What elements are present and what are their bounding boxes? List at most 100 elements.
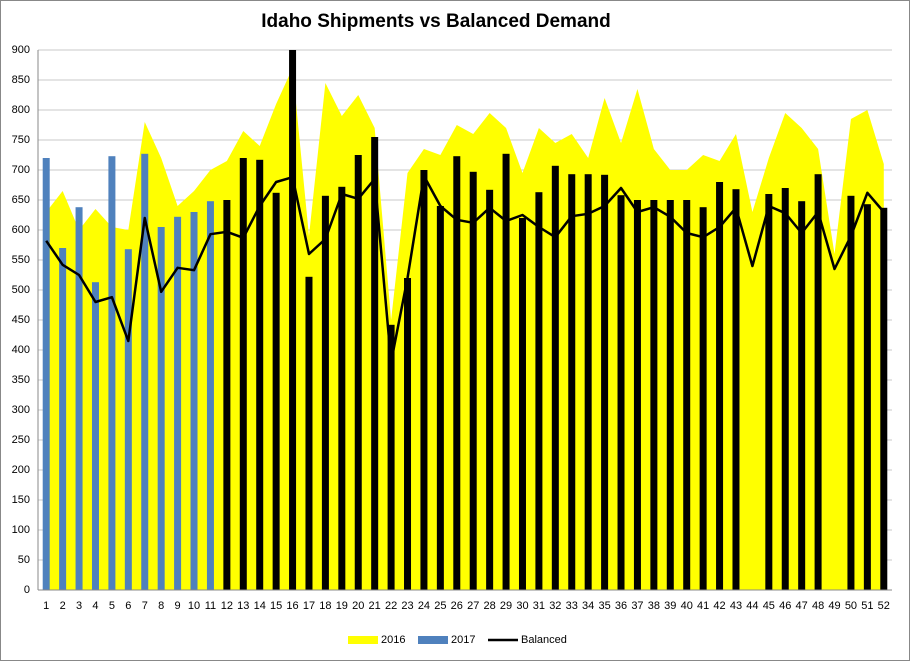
x-tick-label: 40 (681, 600, 693, 612)
bar (404, 278, 412, 590)
x-tick-label: 3 (76, 600, 82, 612)
bar (387, 324, 395, 590)
y-tick-label: 900 (12, 44, 30, 56)
y-tick-label: 400 (12, 344, 30, 356)
bar (518, 218, 526, 590)
bar (108, 156, 116, 590)
bar (42, 158, 50, 590)
legend-swatch (348, 636, 378, 644)
x-tick-label: 25 (434, 600, 446, 612)
x-tick-label: 30 (516, 600, 528, 612)
x-tick-label: 22 (385, 600, 397, 612)
bar (683, 200, 691, 590)
bar (239, 158, 247, 590)
y-tick-label: 200 (12, 464, 30, 476)
y-tick-label: 250 (12, 434, 30, 446)
bar (420, 170, 428, 590)
x-tick-label: 33 (566, 600, 578, 612)
bar (371, 137, 379, 590)
x-tick-label: 19 (336, 600, 348, 612)
x-tick-label: 24 (418, 600, 430, 612)
y-tick-label: 650 (12, 194, 30, 206)
x-tick-label: 34 (582, 600, 594, 612)
y-tick-label: 600 (12, 224, 30, 236)
y-tick-label: 150 (12, 494, 30, 506)
bar (174, 216, 182, 591)
x-tick-label: 43 (730, 600, 742, 612)
x-tick-label: 41 (697, 600, 709, 612)
x-tick-label: 37 (631, 600, 643, 612)
bar (75, 207, 83, 590)
bar (486, 189, 494, 591)
bar (863, 204, 871, 590)
x-tick-label: 42 (713, 600, 725, 612)
bar (453, 156, 461, 590)
x-tick-label: 35 (598, 600, 610, 612)
bar (880, 207, 888, 591)
bar (732, 189, 740, 590)
x-tick-label: 50 (845, 600, 857, 612)
y-tick-label: 450 (12, 314, 30, 326)
bar (765, 194, 773, 590)
x-tick-label: 16 (286, 600, 298, 612)
y-tick-label: 50 (18, 554, 30, 566)
x-tick-label: 49 (828, 600, 840, 612)
bar (124, 249, 132, 590)
bar (617, 195, 625, 590)
bar (354, 155, 362, 590)
x-tick-label: 9 (175, 600, 181, 612)
x-tick-label: 39 (664, 600, 676, 612)
bar (502, 153, 510, 591)
bar (91, 282, 99, 590)
x-tick-label: 26 (451, 600, 463, 612)
x-tick-label: 10 (188, 600, 200, 612)
bar (699, 207, 707, 590)
bar (141, 153, 149, 591)
x-tick-label: 5 (109, 600, 115, 612)
x-tick-label: 29 (500, 600, 512, 612)
bar (650, 200, 658, 590)
x-tick-label: 4 (92, 600, 98, 612)
bar (469, 171, 477, 591)
x-tick-label: 47 (796, 600, 808, 612)
x-tick-label: 52 (878, 600, 890, 612)
bar (206, 201, 214, 590)
bar (272, 192, 280, 591)
x-tick-label: 20 (352, 600, 364, 612)
bar (798, 201, 806, 590)
bar (321, 195, 329, 591)
area (46, 68, 884, 590)
x-tick-label: 48 (812, 600, 824, 612)
legend-label: Balanced (521, 634, 567, 646)
bar (256, 159, 264, 591)
x-tick-label: 32 (549, 600, 561, 612)
bar (781, 188, 789, 590)
bar (847, 195, 855, 591)
bar (666, 200, 674, 590)
bar (601, 174, 609, 591)
bar (305, 276, 313, 590)
x-tick-label: 45 (763, 600, 775, 612)
x-tick-label: 14 (254, 600, 266, 612)
x-tick-label: 17 (303, 600, 315, 612)
x-tick-label: 46 (779, 600, 791, 612)
x-tick-label: 51 (861, 600, 873, 612)
y-tick-label: 700 (12, 164, 30, 176)
bar (716, 182, 724, 590)
bar (436, 206, 444, 590)
y-tick-label: 300 (12, 404, 30, 416)
y-tick-label: 750 (12, 134, 30, 146)
legend-label: 2016 (381, 634, 405, 646)
x-tick-label: 13 (237, 600, 249, 612)
bar (814, 174, 822, 590)
bar (289, 50, 297, 590)
x-tick-label: 6 (125, 600, 131, 612)
x-tick-label: 7 (142, 600, 148, 612)
bar (59, 248, 67, 590)
bar (551, 165, 559, 591)
line (45, 174, 885, 364)
x-tick-label: 11 (205, 600, 216, 612)
x-tick-label: 23 (401, 600, 413, 612)
y-tick-label: 350 (12, 374, 30, 386)
